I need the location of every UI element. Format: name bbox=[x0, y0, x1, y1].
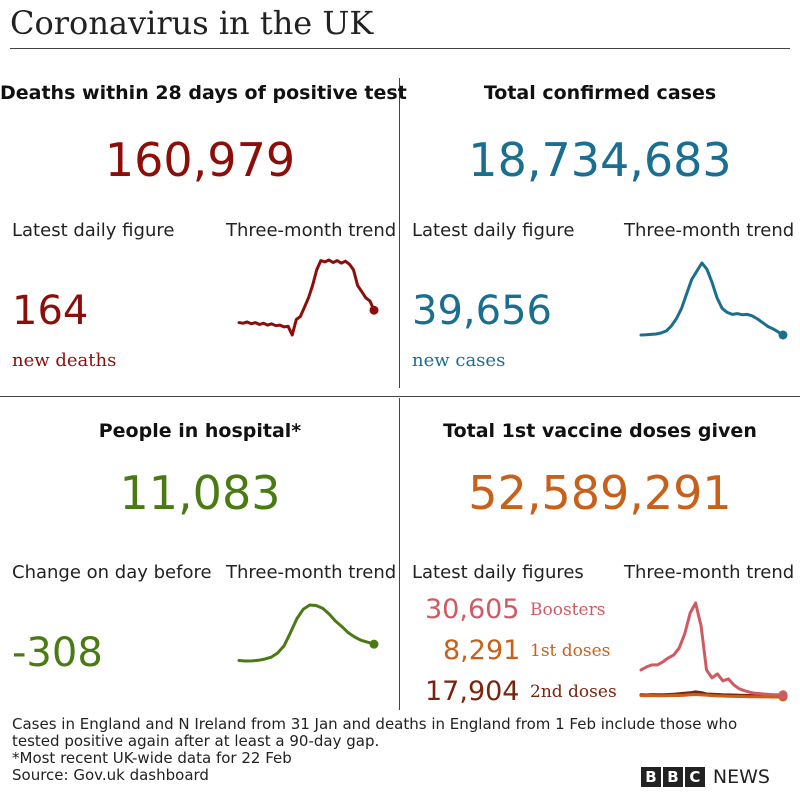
first-doses-value: 8,291 bbox=[443, 635, 521, 666]
cases-daily-unit: new cases bbox=[412, 350, 506, 371]
cases-trend-label: Three-month trend bbox=[624, 220, 795, 241]
hospital-daily-value: -308 bbox=[12, 630, 103, 676]
hospital-latest-label: Change on day before bbox=[12, 562, 212, 583]
second-doses-value: 17,904 bbox=[425, 676, 520, 707]
bbc-news-logo: B B C NEWS bbox=[640, 766, 770, 788]
first-doses-label: 1st doses bbox=[530, 641, 611, 661]
footnotes: Cases in England and N Ireland from 31 J… bbox=[12, 716, 792, 784]
deaths-latest-label: Latest daily figure bbox=[12, 220, 175, 241]
footnote-line-2: tested positive again after at least a 9… bbox=[12, 732, 380, 750]
vaccines-title: Total 1st vaccine doses given bbox=[443, 420, 757, 442]
cases-latest-label: Latest daily figure bbox=[412, 220, 575, 241]
hospital-latest-point-1 bbox=[369, 639, 379, 649]
hospital-total: 11,083 bbox=[119, 466, 281, 520]
hospital-trend-chart bbox=[237, 603, 379, 663]
second-doses-label: 2nd doses bbox=[530, 682, 617, 702]
deaths-latest-point-1 bbox=[369, 305, 379, 315]
page-title: Coronavirus in the UK bbox=[10, 4, 374, 42]
deaths-total: 160,979 bbox=[104, 133, 296, 187]
bbc-news-wordmark: NEWS bbox=[712, 766, 770, 788]
footnote-line-3: *Most recent UK-wide data for 22 Feb bbox=[12, 749, 292, 767]
hospital-series-line-1 bbox=[237, 603, 376, 663]
vaccines-latest-point-3 bbox=[778, 690, 788, 700]
deaths-daily-value: 164 bbox=[12, 288, 89, 334]
bottom-divider bbox=[399, 398, 400, 710]
middle-divider bbox=[0, 396, 800, 397]
vaccines-series-line-3 bbox=[639, 601, 785, 697]
deaths-title: Deaths within 28 days of positive test bbox=[0, 82, 407, 104]
cases-series-line-1 bbox=[639, 261, 785, 337]
cases-total: 18,734,683 bbox=[468, 133, 732, 187]
deaths-daily-unit: new deaths bbox=[12, 350, 117, 371]
cases-trend-chart bbox=[639, 261, 788, 340]
bbc-logo-box-c: C bbox=[684, 767, 705, 787]
vaccines-total: 52,589,291 bbox=[468, 466, 732, 520]
cases-title: Total confirmed cases bbox=[483, 82, 717, 104]
hospital-title: People in hospital* bbox=[98, 420, 302, 442]
bbc-logo-box-b2: B bbox=[662, 767, 683, 787]
vaccines-trend-label: Three-month trend bbox=[624, 562, 795, 583]
bbc-logo-box-b1: B bbox=[640, 767, 661, 787]
vaccines-latest-label: Latest daily figures bbox=[412, 562, 584, 583]
cases-daily-value: 39,656 bbox=[412, 288, 552, 334]
footnote-line-1: Cases in England and N Ireland from 31 J… bbox=[12, 715, 738, 733]
vaccines-trend-chart bbox=[639, 601, 788, 702]
boosters-value: 30,605 bbox=[425, 594, 520, 625]
cases-latest-point-1 bbox=[778, 330, 788, 340]
vaccines-series-line-2 bbox=[639, 693, 785, 699]
boosters-label: Boosters bbox=[530, 600, 606, 620]
deaths-series-line-1 bbox=[237, 258, 376, 337]
title-divider bbox=[10, 48, 790, 49]
top-divider bbox=[399, 78, 400, 388]
deaths-trend-chart bbox=[237, 258, 379, 337]
hospital-trend-label: Three-month trend bbox=[226, 562, 397, 583]
footnote-source: Source: Gov.uk dashboard bbox=[12, 766, 209, 784]
deaths-trend-label: Three-month trend bbox=[226, 220, 397, 241]
